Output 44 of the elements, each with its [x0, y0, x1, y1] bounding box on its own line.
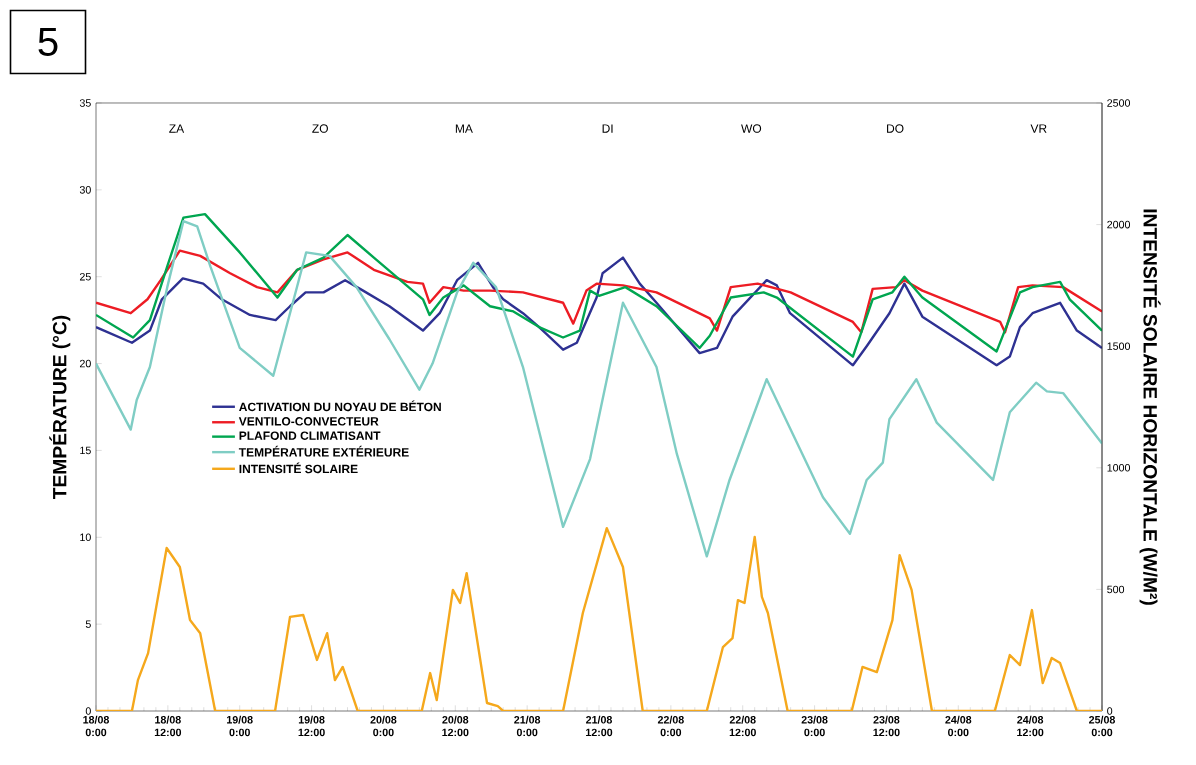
y2-axis-title: INTENSITÉ SOLAIRE HORIZONTALE (W/M²) — [1139, 209, 1161, 605]
annotation: ZA — [169, 124, 185, 133]
annotation: WO — [741, 124, 762, 133]
x-tick-label: 19/08 0:00 — [227, 715, 253, 737]
x-tick-label: 18/08 12:00 — [154, 715, 182, 737]
y2-tick-label: 2000 — [1107, 220, 1131, 229]
x-tick-label: 19/08 12:00 — [298, 715, 325, 737]
legend-label: TEMPÉRATURE EXTÉRIEURE — [238, 445, 409, 457]
annotation: ZO — [312, 124, 328, 133]
x-tick-label: 22/08 0:00 — [657, 715, 684, 737]
annotation: VR — [1030, 124, 1047, 133]
y-tick-label: 5 — [85, 620, 91, 628]
y-tick-label: 10 — [80, 533, 91, 542]
x-tick-label: 24/08 0:00 — [945, 715, 972, 737]
annotation: DO — [887, 124, 904, 133]
y-tick-label: 0 — [85, 707, 91, 715]
y-axis-title: TEMPÉRATURE (°C) — [49, 315, 71, 499]
x-tick-label: 22/08 12:00 — [729, 715, 756, 737]
y2-tick-label: 2500 — [1107, 99, 1131, 107]
y-tick-label: 20 — [79, 359, 91, 368]
y-tick-label: 35 — [79, 99, 91, 107]
annotation: DI — [602, 124, 613, 133]
x-tick-label: 23/08 12:00 — [873, 715, 900, 737]
y2-tick-label: 500 — [1107, 585, 1125, 594]
x-tick-label: 20/08 12:00 — [442, 715, 469, 737]
x-tick-label: 18/08 0:00 — [83, 715, 110, 737]
x-tick-label: 21/08 12:00 — [586, 715, 613, 737]
x-tick-label: 25/08 0:00 — [1089, 715, 1116, 737]
legend-label: VENTILO-CONVECTEUR — [238, 417, 379, 426]
y2-tick-label: 1000 — [1107, 464, 1131, 472]
y-tick-label: 25 — [79, 272, 91, 281]
legend-label: INTENSITÉ SOLAIRE — [239, 462, 358, 474]
x-tick-label: 23/08 0:00 — [801, 715, 828, 737]
y2-tick-label: 1500 — [1107, 342, 1131, 350]
chart-title: 5 — [38, 28, 58, 56]
y-tick-label: 15 — [80, 446, 91, 455]
y2-tick-label: 0 — [1107, 707, 1113, 715]
legend-label: PLAFOND CLIMATISANT — [239, 431, 381, 440]
y-tick-label: 30 — [79, 186, 91, 194]
x-tick-label: 20/08 0:00 — [370, 715, 397, 737]
x-tick-label: 24/08 12:00 — [1017, 715, 1044, 737]
annotation: MA — [455, 124, 473, 133]
legend-label: ACTIVATION DU NOYAU DE BÉTON — [239, 400, 441, 412]
x-tick-label: 21/08 0:00 — [514, 715, 541, 737]
